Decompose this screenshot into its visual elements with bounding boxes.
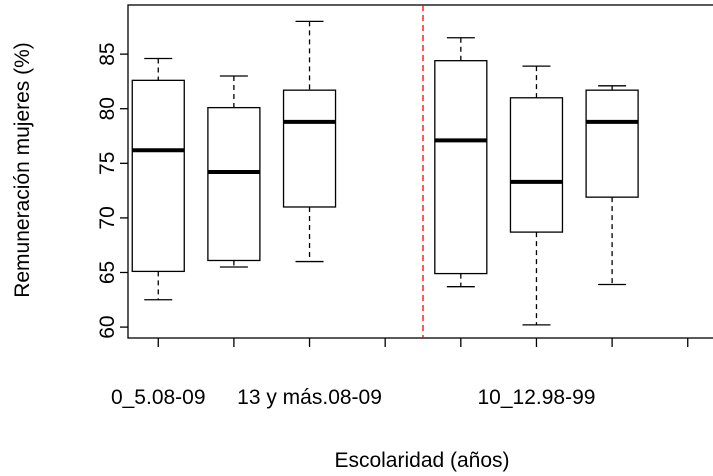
box-iqr [207, 106, 261, 262]
x-tick-label: 0_5.08-09 [111, 386, 206, 409]
y-tick-label: 70 [96, 206, 119, 229]
box-iqr [509, 97, 564, 233]
x-tick-label: 13 y más.08-09 [237, 386, 382, 409]
box-series [131, 20, 639, 326]
y-tick-label: 80 [96, 97, 119, 120]
y-axis: 60 65 70 75 80 85 [96, 42, 128, 339]
box-iqr [585, 89, 639, 198]
y-axis-title: Remuneración mujeres (%) [11, 42, 34, 298]
box-iqr [131, 79, 185, 273]
x-axis: 0_5.08-09 13 y más.08-09 10_12.98-99 [111, 338, 689, 409]
box-iqr [282, 89, 337, 208]
y-tick-label: 60 [96, 315, 119, 338]
x-axis-title: Escolaridad (años) [334, 449, 509, 472]
y-tick-label: 85 [96, 42, 119, 65]
y-tick-label: 75 [96, 152, 119, 175]
box-iqr [434, 60, 488, 275]
x-tick-label: 10_12.98-99 [477, 386, 595, 409]
y-tick-label: 65 [96, 261, 119, 284]
